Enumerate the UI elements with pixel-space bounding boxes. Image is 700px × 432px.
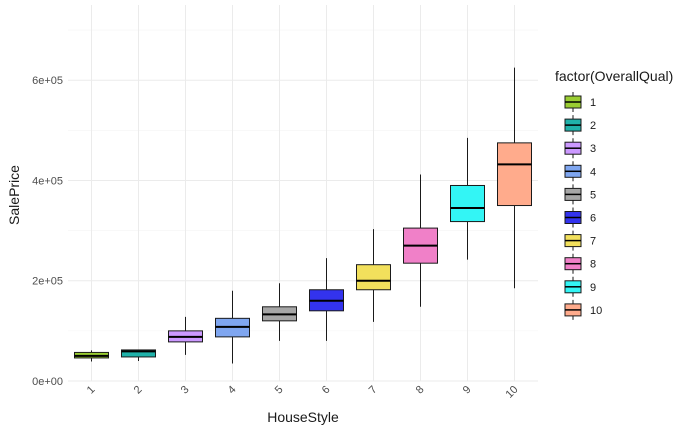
legend-item-5: 5 <box>564 184 596 205</box>
legend-label: 3 <box>590 143 596 155</box>
box-2 <box>121 349 156 361</box>
box-4 <box>215 290 250 364</box>
box-1 <box>74 350 109 362</box>
legend-label: 2 <box>590 120 596 132</box>
legend: factor(OverallQual) 1 2 3 4 5 6 7 8 9 10 <box>555 68 673 320</box>
legend-item-10: 10 <box>564 299 602 320</box>
x-tick-labels: 1 2 3 4 5 6 7 8 9 10 <box>85 384 521 401</box>
box-10 <box>497 67 532 289</box>
box-3 <box>168 316 203 355</box>
legend-label: 8 <box>590 259 596 271</box>
legend-item-4: 4 <box>564 161 596 182</box>
y-tick-label: 6e+05 <box>32 75 63 87</box>
box-body <box>121 349 156 358</box>
legend-label: 5 <box>590 189 596 201</box>
box-body <box>497 142 532 207</box>
box-body <box>356 264 391 291</box>
y-tick-label: 2e+05 <box>32 276 63 288</box>
x-tick-label: 5 <box>273 384 286 397</box>
y-tick-labels: 0e+00 2e+05 4e+05 6e+05 <box>32 75 63 388</box>
legend-label: 1 <box>590 97 596 109</box>
x-axis-title: HouseStyle <box>267 409 339 425</box>
x-tick-label: 6 <box>320 384 333 397</box>
x-tick-label: 10 <box>503 384 520 401</box>
y-tick-label: 0e+00 <box>32 376 63 388</box>
x-tick-label: 3 <box>179 384 192 397</box>
box-body <box>450 184 485 223</box>
legend-label: 4 <box>590 166 596 178</box>
x-tick-label: 1 <box>85 384 98 397</box>
x-tick-label: 8 <box>414 384 427 397</box>
box-7 <box>356 229 391 322</box>
legend-item-2: 2 <box>564 115 596 136</box>
x-tick-label: 7 <box>367 384 380 397</box>
box-8 <box>403 174 438 307</box>
legend-title: factor(OverallQual) <box>555 68 673 84</box>
legend-item-6: 6 <box>564 207 596 228</box>
legend-label: 9 <box>590 282 596 294</box>
box-5 <box>262 283 297 341</box>
x-tick-label: 9 <box>461 384 474 397</box>
y-tick-label: 4e+05 <box>32 175 63 187</box>
legend-label: 6 <box>590 213 596 225</box>
legend-item-7: 7 <box>564 230 596 251</box>
box-6 <box>309 258 344 341</box>
legend-item-8: 8 <box>564 253 596 274</box>
y-axis-title: SalePrice <box>6 165 22 225</box>
box-9 <box>450 137 485 260</box>
legend-item-1: 1 <box>564 92 596 112</box>
legend-label: 7 <box>590 236 596 248</box>
boxes-layer <box>74 67 532 364</box>
legend-items: 1 2 3 4 5 6 7 8 9 10 <box>564 92 602 320</box>
legend-item-3: 3 <box>564 138 596 159</box>
x-tick-label: 4 <box>226 384 239 397</box>
legend-label: 10 <box>590 305 602 317</box>
legend-item-9: 9 <box>564 276 596 297</box>
x-tick-label: 2 <box>132 384 145 397</box>
